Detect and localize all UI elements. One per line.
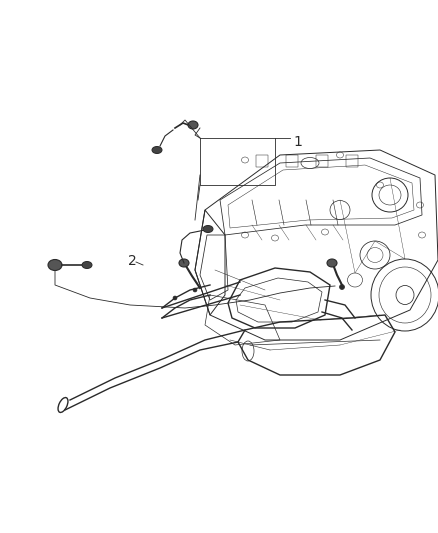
- Ellipse shape: [193, 288, 197, 292]
- Ellipse shape: [339, 285, 345, 289]
- Ellipse shape: [48, 260, 62, 271]
- Ellipse shape: [152, 147, 162, 154]
- Ellipse shape: [203, 225, 213, 232]
- Bar: [316, 155, 328, 167]
- Text: 2: 2: [128, 254, 137, 268]
- Ellipse shape: [173, 296, 177, 300]
- Ellipse shape: [188, 121, 198, 129]
- Text: 1: 1: [293, 135, 302, 149]
- Bar: [286, 155, 298, 167]
- Bar: [346, 155, 358, 167]
- Ellipse shape: [82, 262, 92, 269]
- Bar: [256, 155, 268, 167]
- Ellipse shape: [179, 259, 189, 267]
- Ellipse shape: [327, 259, 337, 267]
